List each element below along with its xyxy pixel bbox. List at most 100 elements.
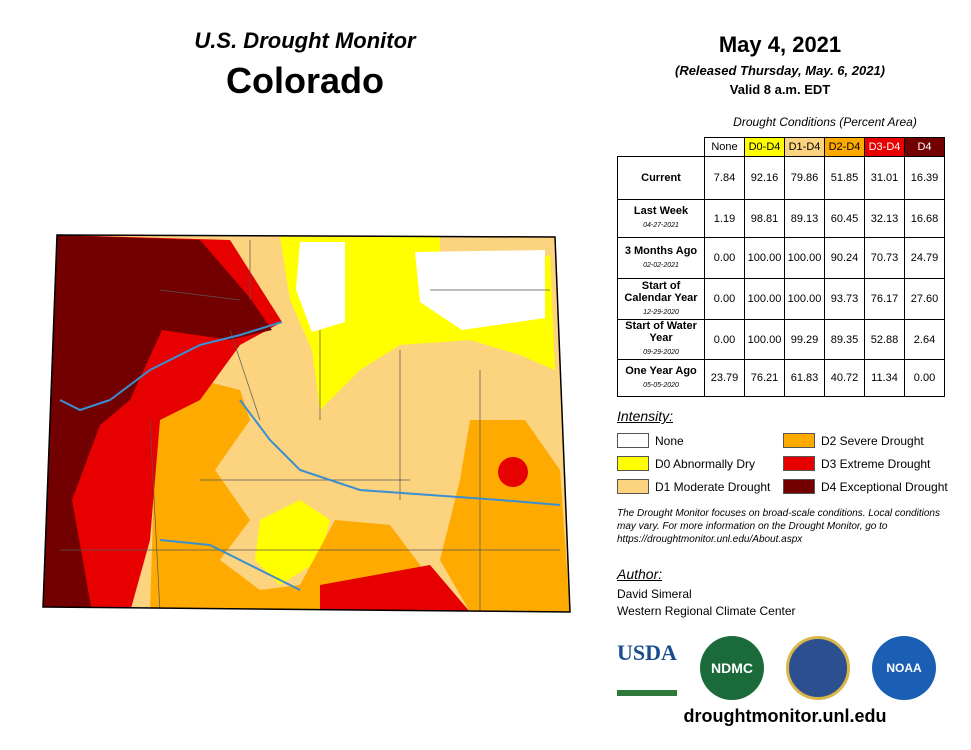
cell: 100.00 <box>744 237 785 279</box>
cell: 98.81 <box>744 199 785 238</box>
legend-item: D4 Exceptional Drought <box>783 479 948 494</box>
table-row: One Year Ago 05-05-2020 23.79 76.21 61.83 40.… <box>617 359 945 397</box>
note: The Drought Monitor focuses on broad-sca… <box>617 508 940 545</box>
legend-swatch <box>617 479 649 494</box>
cell: 1.19 <box>704 199 745 238</box>
seal-logo <box>786 636 850 700</box>
cell: 100.00 <box>744 319 785 360</box>
row-label-text: Start of Calendar Year <box>624 279 698 304</box>
cell: 99.29 <box>784 319 825 360</box>
row-date: 02-02-2021 <box>643 261 679 269</box>
cell: 7.84 <box>704 156 745 200</box>
row-date: 12-29-2020 <box>643 308 679 316</box>
cell: 32.13 <box>864 199 905 238</box>
row-date: 05-05-2020 <box>643 381 679 389</box>
row-date: 04-27-2021 <box>643 222 679 229</box>
cell: 90.24 <box>824 237 865 279</box>
column-header: D1-D4 <box>784 137 825 157</box>
cell: 60.45 <box>824 199 865 238</box>
legend-item: D0 Abnormally Dry <box>617 456 755 471</box>
cell: 0.00 <box>704 237 745 279</box>
cell: 27.60 <box>904 278 945 320</box>
cell: 24.79 <box>904 237 945 279</box>
legend-label: D4 Exceptional Drought <box>821 479 948 494</box>
cell: 89.35 <box>824 319 865 360</box>
ndmc-logo: NDMC <box>700 636 764 700</box>
url: droughtmonitor.unl.edu <box>683 706 887 726</box>
table-caption: Drought Conditions (Percent Area) <box>733 115 917 129</box>
row-label: Start of Water Year 09-29-2020 <box>617 319 705 360</box>
table-row: Start of Water Year 09-29-2020 0.00 100.00 9… <box>617 319 945 360</box>
legend-swatch <box>783 433 815 448</box>
legend-swatch <box>783 479 815 494</box>
cell: 16.68 <box>904 199 945 238</box>
table-row: Current 7.84 92.16 79.86 51.85 31.01 16.39 <box>617 156 945 200</box>
cell: 31.01 <box>864 156 905 200</box>
row-label: One Year Ago 05-05-2020 <box>617 359 705 397</box>
cell: 100.00 <box>784 237 825 279</box>
conditions-table: None D0-D4 D1-D4 D2-D4 D3-D4 D4 Current 7.84 92.… <box>617 137 945 397</box>
legend-swatch <box>617 456 649 471</box>
cell: 51.85 <box>824 156 865 200</box>
noaa-logo: NOAA <box>872 636 936 700</box>
author-title: Author: <box>617 566 663 582</box>
legend-label: D2 Severe Drought <box>821 433 924 448</box>
column-header: None <box>704 137 745 157</box>
legend-item: D2 Severe Drought <box>783 433 924 448</box>
table-row: Last Week 04-27-2021 1.19 98.81 89.13 60.45 32… <box>617 199 945 238</box>
legend-item: D3 Extreme Drought <box>783 456 930 471</box>
cell: 11.34 <box>864 359 905 397</box>
author-org: Western Regional Climate Center <box>617 604 796 618</box>
legend-item: D1 Moderate Drought <box>617 479 770 494</box>
header-row: None D0-D4 D1-D4 D2-D4 D3-D4 D4 <box>618 137 945 157</box>
author-name: David Simeral <box>617 587 692 601</box>
map <box>42 234 571 613</box>
usda-logo: USDA <box>617 640 677 696</box>
legend-title: Intensity: <box>617 408 674 424</box>
row-label-text: Current <box>641 172 681 184</box>
legend-label: D3 Extreme Drought <box>821 456 931 471</box>
cell: 0.00 <box>904 359 945 397</box>
cell: 0.00 <box>704 278 745 320</box>
cell: 93.73 <box>824 278 865 320</box>
blank-cell <box>618 138 705 157</box>
legend-swatch <box>783 456 815 471</box>
valid: Valid 8 a.m. EDT <box>729 82 831 97</box>
column-header: D0-D4 <box>744 137 785 157</box>
cell: 23.79 <box>704 359 745 397</box>
legend-label: None <box>655 433 684 448</box>
column-header: D2-D4 <box>824 137 865 157</box>
column-header: D4 <box>904 137 945 157</box>
row-label-text: Start of Water Year <box>625 320 697 344</box>
cell: 89.13 <box>784 199 825 238</box>
cell: 92.16 <box>744 156 785 200</box>
legend-label: D1 Moderate Drought <box>655 479 771 494</box>
cell: 40.72 <box>824 359 865 397</box>
cell: 76.17 <box>864 278 905 320</box>
legend-label: D0 Abnormally Dry <box>655 456 756 471</box>
cell: 52.88 <box>864 319 905 360</box>
column-header: D3-D4 <box>864 137 905 157</box>
row-label: 3 Months Ago 02-02-2021 <box>617 237 705 279</box>
state-name: Colorado <box>226 60 384 101</box>
cell: 79.86 <box>784 156 825 200</box>
row-label-text: Last Week <box>633 205 689 217</box>
table-row: Start of Calendar Year 12-29-2020 0.00 100.… <box>617 278 945 320</box>
released: (Released Thursday, May. 6, 2021) <box>674 63 886 78</box>
cell: 76.21 <box>744 359 785 397</box>
row-date: 09-29-2020 <box>643 349 679 356</box>
row-label: Last Week 04-27-2021 <box>617 199 705 238</box>
cell: 2.64 <box>904 319 945 360</box>
cell: 100.00 <box>784 278 825 320</box>
date: May 4, 2021 <box>718 32 842 57</box>
row-label-text: 3 Months Ago <box>624 244 698 257</box>
legend-swatch <box>617 433 649 448</box>
cell: 100.00 <box>744 278 785 320</box>
cell: 16.39 <box>904 156 945 200</box>
row-label-text: One Year Ago <box>625 364 697 377</box>
row-label: Start of Calendar Year 12-29-2020 <box>617 278 705 320</box>
cell: 61.83 <box>784 359 825 397</box>
row-label: Current <box>617 156 705 200</box>
cell: 0.00 <box>704 319 745 360</box>
